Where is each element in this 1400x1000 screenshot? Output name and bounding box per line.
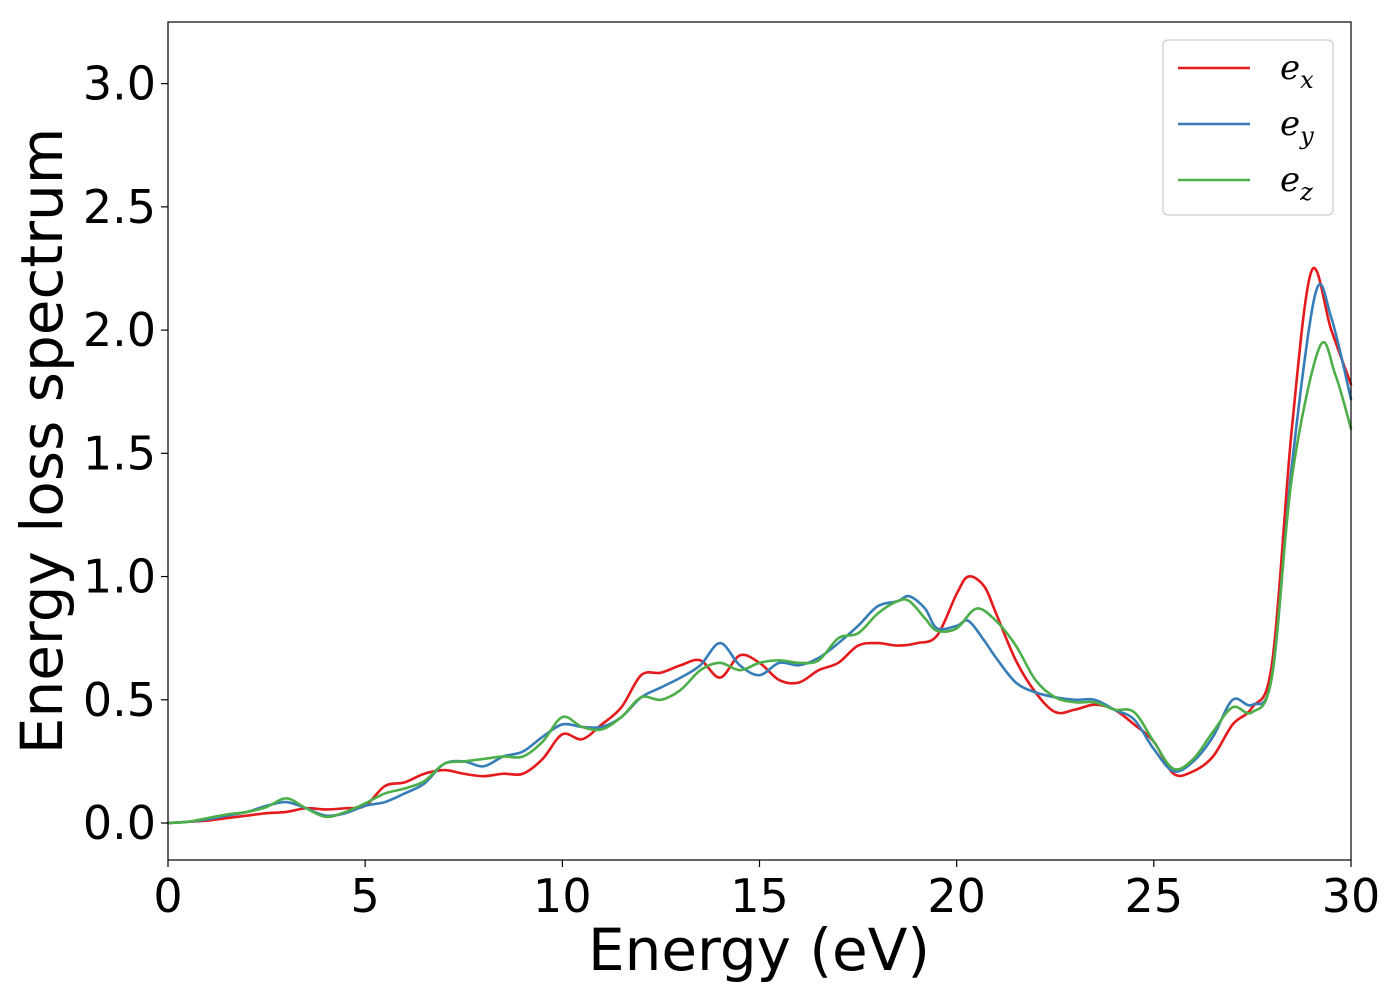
x-tick-label: 25 bbox=[1125, 869, 1184, 923]
series-layer bbox=[166, 266, 1353, 825]
y-tick-label: 1.0 bbox=[83, 550, 156, 604]
x-tick-label: 5 bbox=[351, 869, 380, 923]
y-tick-label: 1.5 bbox=[83, 426, 156, 480]
x-tick-label: 30 bbox=[1322, 869, 1381, 923]
y-tick-label: 0.0 bbox=[83, 796, 156, 850]
legend-box bbox=[1162, 39, 1334, 216]
series-line-ez bbox=[166, 340, 1353, 825]
legend-subscript: x bbox=[1300, 66, 1314, 94]
x-tick-label: 10 bbox=[533, 869, 592, 923]
y-tick-label: 3.0 bbox=[83, 57, 156, 111]
x-tick-label: 0 bbox=[153, 869, 182, 923]
x-tick-label: 20 bbox=[927, 869, 986, 923]
plot-background bbox=[168, 22, 1351, 860]
x-axis-ticks: 0 5 10 15 20 25 30 bbox=[153, 860, 1380, 923]
x-tick-label: 15 bbox=[730, 869, 789, 923]
y-tick-label: 2.5 bbox=[83, 180, 156, 234]
y-tick-label: 2.0 bbox=[83, 303, 156, 357]
y-axis-ticks: 0.0 0.5 1.0 1.5 2.0 2.5 3.0 bbox=[83, 57, 168, 850]
x-axis-label: Energy (eV) bbox=[588, 916, 930, 984]
y-axis-label: Energy loss spectrum bbox=[8, 128, 76, 754]
series-line-ey bbox=[166, 282, 1353, 825]
legend-subscript: z bbox=[1299, 178, 1313, 206]
legend-subscript: y bbox=[1299, 122, 1314, 150]
y-tick-label: 0.5 bbox=[83, 673, 156, 727]
